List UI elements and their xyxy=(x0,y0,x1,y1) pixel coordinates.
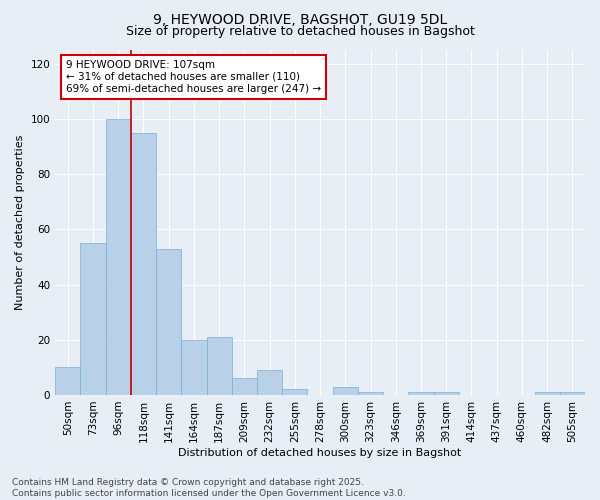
Bar xyxy=(232,378,257,395)
Bar xyxy=(206,337,232,395)
Bar xyxy=(55,368,80,395)
Bar xyxy=(257,370,282,395)
Bar xyxy=(434,392,459,395)
Bar xyxy=(358,392,383,395)
Bar xyxy=(409,392,434,395)
Bar xyxy=(106,119,131,395)
Bar xyxy=(131,133,156,395)
Bar xyxy=(535,392,560,395)
Bar xyxy=(181,340,206,395)
Bar xyxy=(282,390,307,395)
Text: 9, HEYWOOD DRIVE, BAGSHOT, GU19 5DL: 9, HEYWOOD DRIVE, BAGSHOT, GU19 5DL xyxy=(153,12,447,26)
Text: Contains HM Land Registry data © Crown copyright and database right 2025.
Contai: Contains HM Land Registry data © Crown c… xyxy=(12,478,406,498)
X-axis label: Distribution of detached houses by size in Bagshot: Distribution of detached houses by size … xyxy=(178,448,462,458)
Bar xyxy=(560,392,585,395)
Text: 9 HEYWOOD DRIVE: 107sqm
← 31% of detached houses are smaller (110)
69% of semi-d: 9 HEYWOOD DRIVE: 107sqm ← 31% of detache… xyxy=(66,60,321,94)
Text: Size of property relative to detached houses in Bagshot: Size of property relative to detached ho… xyxy=(125,25,475,38)
Bar xyxy=(156,248,181,395)
Bar xyxy=(332,386,358,395)
Y-axis label: Number of detached properties: Number of detached properties xyxy=(15,135,25,310)
Bar xyxy=(80,243,106,395)
